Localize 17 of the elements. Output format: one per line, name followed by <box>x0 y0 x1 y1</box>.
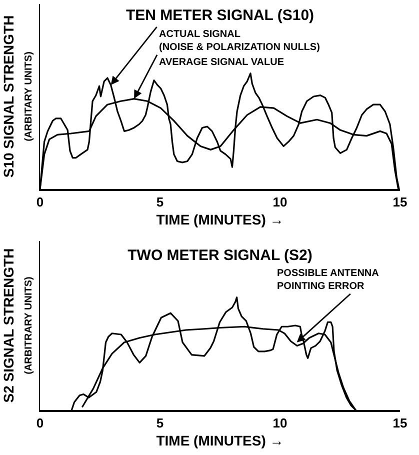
x-tick-label: 5 <box>156 416 164 431</box>
x-axis-title: TIME (MINUTES) → <box>156 432 284 448</box>
x-tick-label: 5 <box>156 194 164 210</box>
x-tick-label: 10 <box>272 416 288 431</box>
annotation: POSSIBLE ANTENNA POINTING ERROR <box>277 268 379 292</box>
x-tick-label: 10 <box>272 194 288 210</box>
chart-title: TEN METER SIGNAL (S10) <box>126 7 314 24</box>
x-tick-label: 0 <box>36 416 44 431</box>
y-axis-title: S10 SIGNAL STRENGTH (ARBITARY UNITS) <box>0 15 35 178</box>
x-tick-label: 15 <box>392 416 408 431</box>
x-axis-title: TIME (MINUTES) → <box>156 211 284 228</box>
y-axis-title: S2 SIGNAL STRENGTH (ARBITRARY UNITS) <box>0 248 35 403</box>
x-tick-label: 15 <box>392 194 408 210</box>
x-tick-label: 0 <box>36 194 44 210</box>
annotation: AVERAGE SIGNAL VALUE <box>159 57 284 68</box>
chart-title: TWO METER SIGNAL (S2) <box>128 246 312 264</box>
annotation: ACTUAL SIGNAL (NOISE & POLARIZATION NULLS) <box>159 29 320 53</box>
